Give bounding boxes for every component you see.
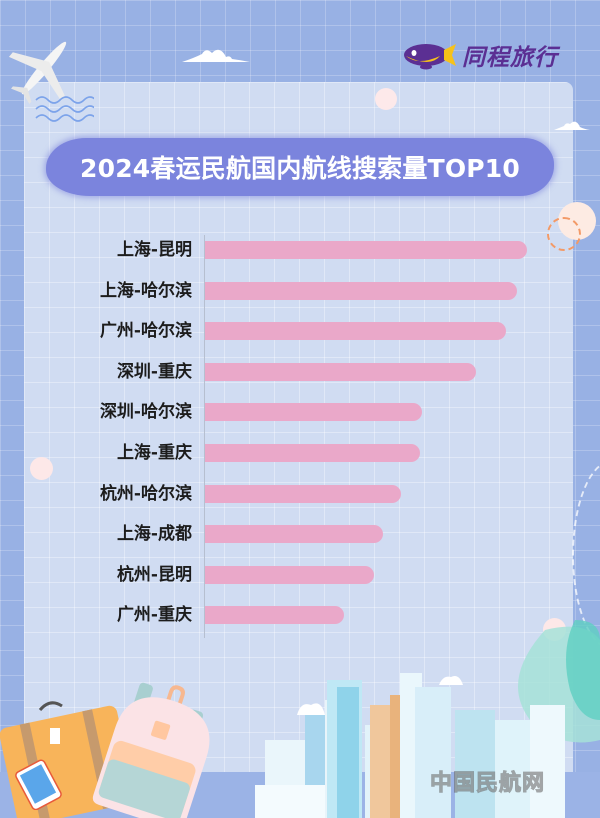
bar-row: 深圳-重庆	[0, 357, 600, 387]
bar	[205, 241, 527, 259]
bar	[205, 363, 476, 381]
bar-row: 广州-哈尔滨	[0, 316, 600, 346]
bar	[205, 282, 517, 300]
waves-icon	[35, 96, 94, 122]
bar	[205, 525, 383, 543]
peach-circle	[30, 457, 53, 480]
bar-row: 上海-重庆	[0, 438, 600, 468]
bar-label: 上海-昆明	[116, 240, 192, 260]
tongcheng-fish-logo-icon	[404, 44, 456, 70]
bar-row: 上海-哈尔滨	[0, 276, 600, 306]
backpack-icon	[92, 682, 210, 818]
chart-title-banner: 2024春运民航国内航线搜索量TOP10	[46, 138, 554, 196]
bar	[205, 485, 401, 503]
bar-row: 深圳-哈尔滨	[0, 397, 600, 427]
dashed-circle	[547, 217, 581, 251]
bar-row: 上海-成都	[0, 519, 600, 549]
bar-row: 广州-重庆	[0, 600, 600, 630]
peach-circle	[375, 88, 397, 110]
bar-label: 深圳-重庆	[116, 362, 192, 382]
bar-label: 上海-重庆	[116, 443, 192, 463]
bar	[205, 322, 506, 340]
bar-row: 杭州-昆明	[0, 560, 600, 590]
bar-row: 杭州-哈尔滨	[0, 479, 600, 509]
cloud-icon	[182, 49, 250, 62]
city-skyline-icon	[255, 673, 565, 818]
watermark: 中国民航网	[429, 771, 546, 797]
bar-label: 广州-哈尔滨	[99, 321, 192, 341]
cloud-icon	[554, 121, 590, 130]
bar-label: 杭州-哈尔滨	[99, 484, 192, 504]
bar-label: 上海-哈尔滨	[99, 281, 192, 301]
bar-label: 上海-成都	[116, 524, 192, 544]
brand-name: 同程旅行	[462, 45, 558, 71]
bar-label: 广州-重庆	[116, 605, 192, 625]
bar-label: 杭州-昆明	[116, 565, 192, 585]
bar	[205, 444, 420, 462]
chart-title: 2024春运民航国内航线搜索量TOP10	[80, 154, 520, 183]
phone-icon	[15, 759, 62, 810]
bar	[205, 606, 344, 624]
bar	[205, 566, 374, 584]
brand-logo: 同程旅行	[402, 38, 558, 72]
bar-row: 上海-昆明	[0, 235, 600, 265]
y-axis-line	[204, 235, 205, 638]
airplane-icon	[8, 41, 67, 105]
bar	[205, 403, 422, 421]
bar-label: 深圳-哈尔滨	[99, 402, 192, 422]
